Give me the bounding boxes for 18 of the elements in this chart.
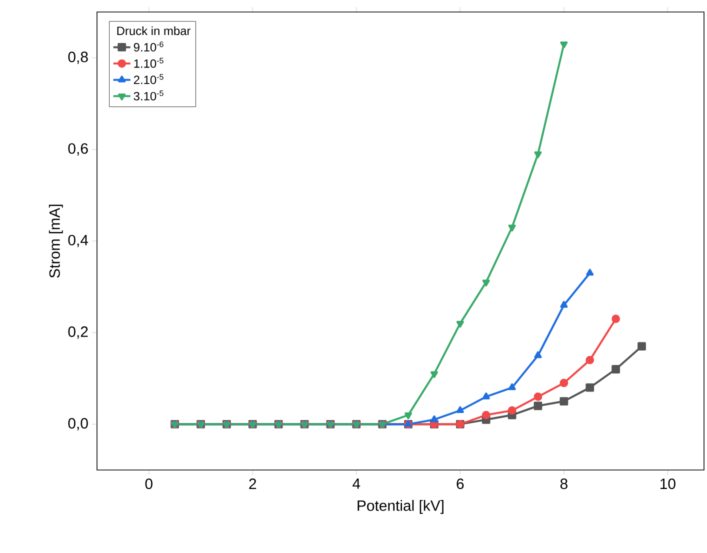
x-tick-label: 8 bbox=[560, 478, 568, 490]
y-axis-title: Strom [mA] bbox=[48, 204, 63, 278]
y-tick-label: 0,8 bbox=[68, 52, 88, 64]
y-tick-label: 0,2 bbox=[68, 326, 88, 339]
legend-label: 1.10$^{-5}$ bbox=[134, 58, 164, 68]
x-tick-label: 0 bbox=[145, 478, 152, 490]
legend-label: 9.10$^{-6}$ bbox=[134, 41, 164, 52]
x-axis-title: Potential [kV] bbox=[358, 500, 444, 514]
y-tick-label: 0,4 bbox=[68, 234, 88, 248]
y-tick-label: 0,6 bbox=[68, 143, 88, 156]
legend-label: 2.10$^{-5}$ bbox=[134, 74, 164, 84]
x-tick-label: 6 bbox=[456, 478, 464, 490]
x-tick-label: 10 bbox=[660, 478, 676, 490]
legend-title: Druck in mbar bbox=[117, 26, 191, 36]
x-tick-label: 2 bbox=[249, 478, 256, 489]
y-tick-label: 0,0 bbox=[68, 418, 88, 430]
x-tick-label: 4 bbox=[352, 478, 360, 489]
legend-label: 3.10$^{-5}$ bbox=[134, 90, 164, 100]
